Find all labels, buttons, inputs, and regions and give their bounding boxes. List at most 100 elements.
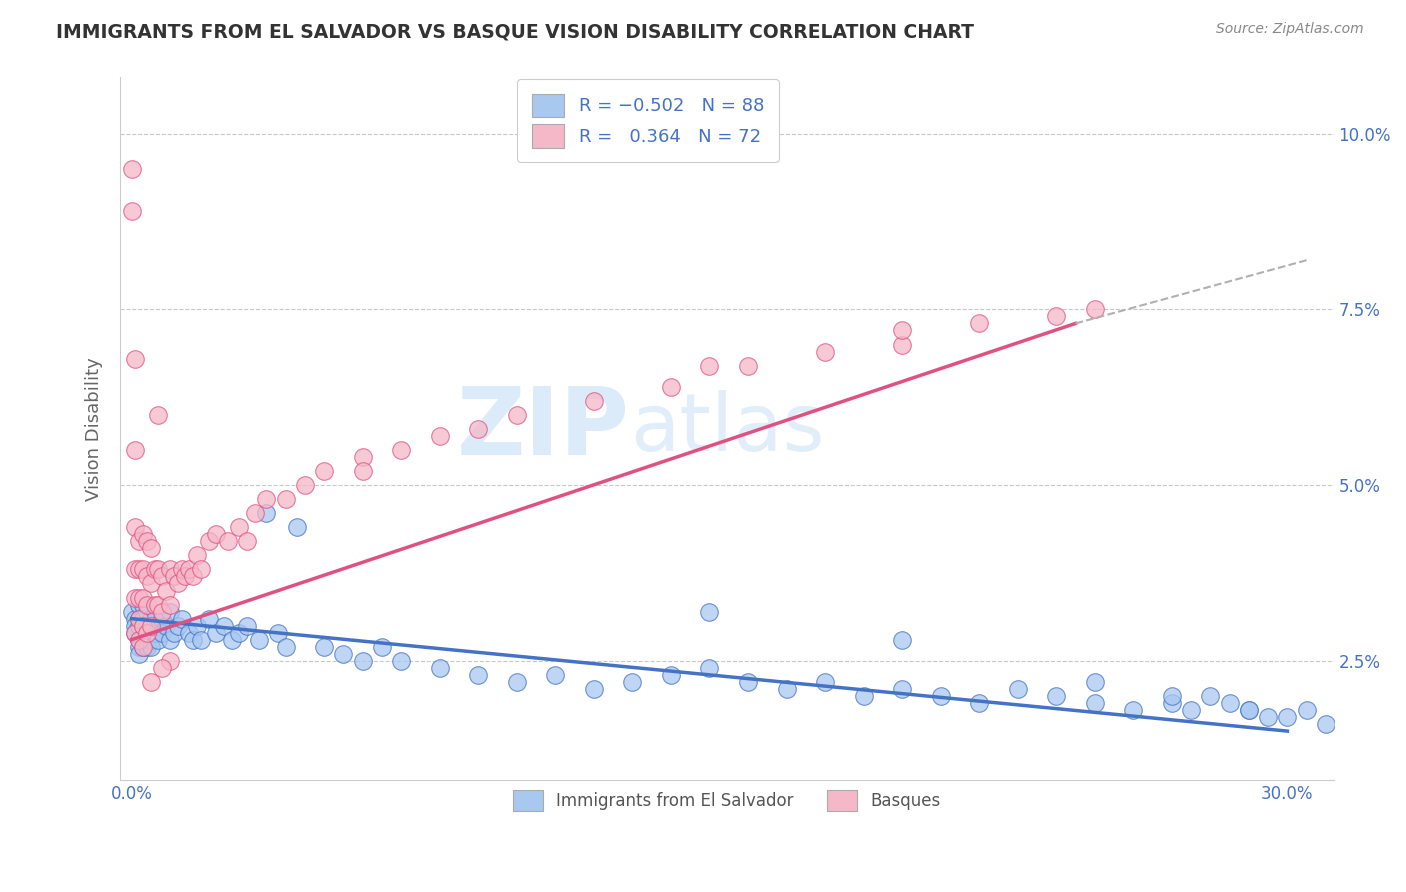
Point bbox=[371, 640, 394, 654]
Point bbox=[274, 640, 297, 654]
Point bbox=[659, 668, 682, 682]
Point bbox=[155, 583, 177, 598]
Point bbox=[852, 689, 875, 703]
Point bbox=[1237, 703, 1260, 717]
Point bbox=[148, 408, 170, 422]
Point bbox=[128, 647, 150, 661]
Point bbox=[285, 520, 308, 534]
Point bbox=[132, 527, 155, 541]
Text: IMMIGRANTS FROM EL SALVADOR VS BASQUE VISION DISABILITY CORRELATION CHART: IMMIGRANTS FROM EL SALVADOR VS BASQUE VI… bbox=[56, 22, 974, 41]
Point bbox=[163, 625, 186, 640]
Point bbox=[136, 625, 159, 640]
Text: Source: ZipAtlas.com: Source: ZipAtlas.com bbox=[1216, 22, 1364, 37]
Point bbox=[139, 618, 162, 632]
Point bbox=[891, 681, 914, 696]
Point bbox=[128, 612, 150, 626]
Point bbox=[1084, 696, 1107, 710]
Point bbox=[124, 618, 146, 632]
Point bbox=[197, 612, 219, 626]
Point bbox=[155, 618, 177, 632]
Point bbox=[506, 408, 529, 422]
Point bbox=[775, 681, 797, 696]
Point bbox=[699, 605, 721, 619]
Point bbox=[159, 632, 181, 647]
Point bbox=[179, 625, 201, 640]
Point bbox=[1122, 703, 1144, 717]
Point bbox=[314, 640, 336, 654]
Point bbox=[1084, 674, 1107, 689]
Point bbox=[124, 612, 146, 626]
Point bbox=[128, 632, 150, 647]
Point bbox=[544, 668, 567, 682]
Point bbox=[136, 534, 159, 549]
Point bbox=[1007, 681, 1029, 696]
Point bbox=[150, 625, 173, 640]
Point bbox=[143, 598, 166, 612]
Point bbox=[1219, 696, 1241, 710]
Point bbox=[139, 541, 162, 556]
Point bbox=[267, 625, 290, 640]
Point bbox=[389, 442, 412, 457]
Point bbox=[699, 359, 721, 373]
Point bbox=[1277, 710, 1299, 724]
Point bbox=[132, 612, 155, 626]
Point bbox=[228, 625, 250, 640]
Point bbox=[143, 625, 166, 640]
Point bbox=[139, 618, 162, 632]
Point bbox=[159, 598, 181, 612]
Point bbox=[128, 632, 150, 647]
Point bbox=[139, 674, 162, 689]
Point bbox=[737, 674, 759, 689]
Point bbox=[124, 562, 146, 576]
Point bbox=[197, 534, 219, 549]
Point bbox=[128, 618, 150, 632]
Text: ZIP: ZIP bbox=[457, 383, 630, 475]
Point bbox=[891, 337, 914, 351]
Point bbox=[174, 569, 197, 583]
Point bbox=[205, 625, 228, 640]
Point bbox=[128, 640, 150, 654]
Point bbox=[136, 569, 159, 583]
Point bbox=[352, 450, 374, 464]
Point bbox=[814, 344, 837, 359]
Point bbox=[186, 549, 208, 563]
Point bbox=[429, 429, 451, 443]
Point bbox=[159, 654, 181, 668]
Point bbox=[967, 696, 990, 710]
Point bbox=[139, 576, 162, 591]
Point bbox=[967, 317, 990, 331]
Point bbox=[929, 689, 952, 703]
Point bbox=[1315, 717, 1337, 731]
Point bbox=[314, 464, 336, 478]
Point bbox=[124, 520, 146, 534]
Point bbox=[737, 359, 759, 373]
Point bbox=[139, 632, 162, 647]
Point bbox=[236, 534, 259, 549]
Point bbox=[166, 576, 188, 591]
Point bbox=[132, 640, 155, 654]
Point bbox=[1180, 703, 1202, 717]
Point bbox=[132, 598, 155, 612]
Point bbox=[212, 618, 235, 632]
Point bbox=[163, 569, 186, 583]
Point bbox=[132, 618, 155, 632]
Point bbox=[159, 605, 181, 619]
Point bbox=[132, 562, 155, 576]
Point bbox=[136, 605, 159, 619]
Point bbox=[132, 618, 155, 632]
Point bbox=[891, 632, 914, 647]
Point bbox=[121, 161, 143, 176]
Point bbox=[132, 632, 155, 647]
Y-axis label: Vision Disability: Vision Disability bbox=[86, 357, 103, 500]
Point bbox=[136, 618, 159, 632]
Point bbox=[143, 612, 166, 626]
Point bbox=[136, 640, 159, 654]
Point bbox=[128, 598, 150, 612]
Point bbox=[699, 661, 721, 675]
Point bbox=[159, 562, 181, 576]
Point bbox=[217, 534, 239, 549]
Point bbox=[274, 492, 297, 507]
Point bbox=[124, 625, 146, 640]
Point bbox=[294, 478, 316, 492]
Point bbox=[429, 661, 451, 675]
